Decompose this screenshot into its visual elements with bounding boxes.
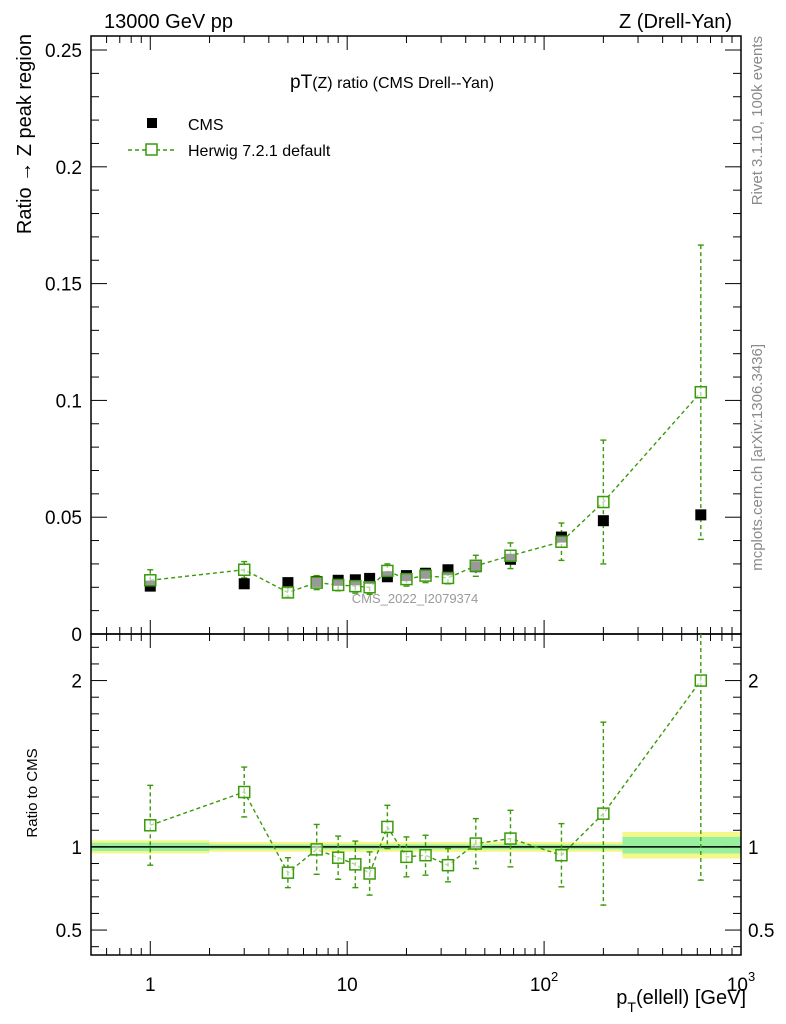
legend-herwig-marker	[145, 143, 158, 156]
ratio-herwig-point	[419, 848, 432, 862]
cms-point	[442, 564, 454, 576]
main-ytick-label: 0.15	[45, 275, 82, 296]
cms-point	[364, 572, 376, 584]
herwig-point	[331, 578, 345, 592]
herwig-point	[310, 576, 323, 589]
cms-point	[282, 577, 294, 589]
ratio-herwig-point	[441, 858, 455, 872]
herwig-point	[694, 385, 708, 399]
ratio-ytick-label: 0.5	[56, 921, 82, 942]
main-ytick-label: 0	[71, 625, 82, 646]
main-title: pT(Z) ratio (CMS Drell--Yan)	[290, 72, 494, 93]
cms-point	[597, 515, 609, 527]
herwig-point	[381, 564, 394, 578]
x-axis-label-sub: T	[627, 999, 636, 1015]
x-axis-label: pT(ellell) [GeV]	[616, 987, 746, 1015]
herwig-point	[363, 581, 376, 594]
herwig-point	[469, 559, 483, 573]
main-ytick-label: 0.05	[45, 508, 82, 529]
cms-point	[238, 578, 250, 590]
x-tick-label: 1	[145, 975, 156, 996]
ratio-herwig-point	[281, 866, 295, 879]
header-left: 13000 GeV pp	[104, 11, 233, 33]
ratio-ytick-label: 1	[71, 838, 82, 859]
legend: CMS Herwig 7.2.1 default	[128, 117, 331, 160]
legend-cms-marker	[147, 118, 157, 128]
band-inner-2	[622, 836, 741, 854]
legend-cms-label: CMS	[188, 117, 224, 134]
main-ylabel: Ratio → Z peak region	[14, 34, 36, 234]
ratio-herwig-point	[331, 851, 345, 864]
herwig-point	[144, 574, 157, 587]
ratio-ytick-label: 2	[71, 672, 82, 693]
ratio-ytick-label-right: 0.5	[748, 921, 774, 942]
ratio-herwig-point	[144, 819, 157, 832]
ratio-frame	[90, 633, 742, 956]
main-ytick-label: 0.25	[45, 41, 82, 62]
cms-point	[349, 574, 361, 586]
x-tick-label: 10	[337, 975, 358, 996]
herwig-point	[237, 563, 251, 577]
main-ytick-label: 0.1	[56, 391, 82, 412]
ratio-herwig-point	[597, 807, 610, 820]
header-right: Z (Drell-Yan)	[619, 11, 732, 33]
herwig-point	[597, 495, 610, 509]
herwig-point	[400, 572, 413, 586]
ratio-herwig-point	[310, 843, 323, 856]
ratio-herwig-point	[504, 832, 517, 845]
herwig-point	[504, 549, 517, 562]
legend-herwig-label: Herwig 7.2.1 default	[188, 143, 331, 160]
main-ytick-label: 0.2	[56, 158, 82, 179]
x-tick-label: 103	[727, 969, 755, 996]
ratio-ylabel: Ratio to CMS	[24, 748, 41, 837]
herwig-line	[150, 391, 702, 594]
x-axis-label-rest: (ellell) [GeV]	[636, 987, 746, 1009]
main-title-rest: (Z) ratio (CMS Drell--Yan)	[312, 75, 494, 92]
herwig-point	[441, 571, 455, 585]
ratio-ytick-label-right: 2	[748, 672, 759, 693]
mcplots-label: mcplots.cern.ch [arXiv:1306.3436]	[749, 344, 766, 571]
main-panel: 0 0.05 0.1 0.15 0.2 0.25	[45, 35, 742, 646]
ratio-herwig-point	[349, 858, 362, 871]
ratio-herwig-point	[694, 674, 708, 687]
ratio-herwig-line	[150, 680, 702, 875]
ratio-herwig-point	[381, 820, 394, 834]
herwig-point	[281, 586, 295, 599]
herwig-point	[555, 535, 568, 548]
ratio-herwig-point	[400, 850, 413, 864]
ratio-herwig-point	[555, 848, 568, 862]
ratio-ytick-label-right: 1	[748, 838, 759, 859]
main-title-pt: pT	[290, 72, 313, 93]
ratio-panel: 1 10 102 103 0.5 0.5 1 1 2 2	[56, 633, 774, 996]
cms-point	[695, 509, 707, 521]
x-axis-label-p: p	[616, 987, 627, 1009]
herwig-point	[419, 569, 432, 582]
watermark: CMS_2022_I2079374	[352, 591, 479, 606]
rivet-label: Rivet 3.1.10, 100k events	[749, 36, 766, 205]
ratio-herwig-point	[363, 867, 376, 880]
x-tick-label: 102	[530, 969, 558, 996]
ratio-herwig-point	[237, 785, 251, 799]
ratio-herwig-point	[469, 837, 483, 850]
herwig-point	[349, 579, 362, 593]
